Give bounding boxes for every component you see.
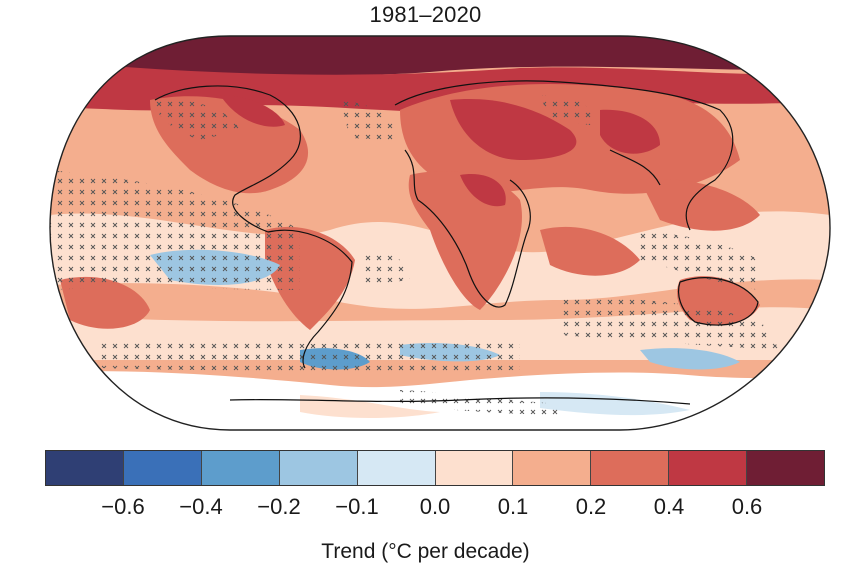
colorbar-swatch bbox=[747, 451, 825, 485]
colorbar-tick-label: −0.1 bbox=[335, 494, 379, 519]
colorbar-swatch bbox=[669, 451, 748, 485]
colorbar-tick-label: 0.4 bbox=[653, 494, 685, 519]
colorbar-swatch bbox=[357, 451, 436, 485]
colorbar-tick-label: 0.0 bbox=[419, 494, 451, 519]
colorbar-swatch bbox=[513, 451, 592, 485]
colorbar bbox=[45, 450, 825, 486]
colorbar-swatch bbox=[123, 451, 202, 485]
colorbar-tick-label: 0.1 bbox=[497, 494, 529, 519]
colorbar-swatch bbox=[46, 451, 124, 485]
colorbar-swatch bbox=[435, 451, 514, 485]
colorbar-ticks: −0.6 −0.4 −0.2 −0.1 0.0 0.1 0.2 0.4 0.6 bbox=[45, 494, 825, 520]
map-title: 1981–2020 bbox=[369, 2, 482, 27]
map-fill-layer bbox=[50, 36, 830, 430]
colorbar-swatch bbox=[201, 451, 280, 485]
colorbar-title: Trend (°C per decade) bbox=[321, 540, 530, 563]
colorbar-tick-label: 0.6 bbox=[731, 494, 763, 519]
coastlines bbox=[154, 80, 759, 405]
colorbar-swatch bbox=[591, 451, 670, 485]
colorbar-tick-label: 0.2 bbox=[575, 494, 607, 519]
colorbar-swatch bbox=[279, 451, 358, 485]
world-trend-map bbox=[49, 35, 831, 431]
colorbar-tick-label: −0.4 bbox=[179, 494, 223, 519]
colorbar-tick-label: −0.2 bbox=[257, 494, 301, 519]
colorbar-tick-label: −0.6 bbox=[101, 494, 145, 519]
map-outline bbox=[49, 35, 831, 431]
